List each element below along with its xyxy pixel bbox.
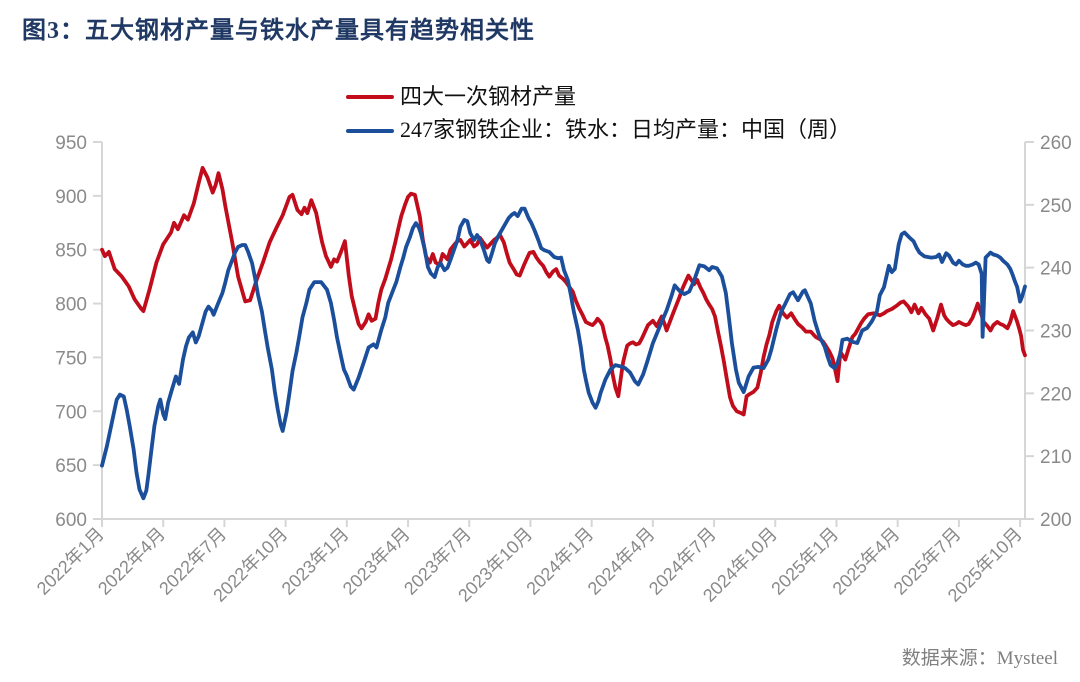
series-line-steel-output [100, 165, 1027, 417]
legend-item-hot-metal: 247家钢铁企业：铁水：日均产量：中国（周） [346, 117, 851, 143]
figure-title: 图3：五大钢材产量与铁水产量具有趋势相关性 [22, 18, 535, 44]
right-y-tick-label: 200 [1040, 510, 1072, 531]
legend-swatch-blue-line [346, 128, 394, 133]
left-y-tick-label: 900 [55, 187, 87, 208]
left-y-tick-label: 750 [55, 348, 87, 369]
left-y-tick-label: 650 [55, 456, 87, 477]
legend-item-steel-output: 四大一次钢材产量 [346, 84, 851, 110]
right-y-tick-label: 210 [1040, 447, 1072, 468]
left-y-tick-label: 850 [55, 241, 87, 262]
legend-label-steel-output: 四大一次钢材产量 [400, 84, 577, 109]
legend: 四大一次钢材产量 247家钢铁企业：铁水：日均产量：中国（周） [346, 84, 851, 144]
legend-swatch-red-line [346, 95, 394, 100]
right-y-tick-label: 230 [1040, 322, 1072, 343]
right-y-tick-label: 240 [1040, 259, 1072, 280]
legend-label-hot-metal: 247家钢铁企业：铁水：日均产量：中国（周） [400, 117, 852, 143]
source-note: 数据来源：Mysteel [901, 648, 1058, 669]
series-line-hot-metal [100, 206, 1027, 501]
left-y-tick-label: 600 [55, 510, 87, 531]
left-y-tick-label: 700 [55, 402, 87, 423]
left-y-tick-label: 800 [55, 295, 87, 316]
right-y-tick-label: 220 [1040, 384, 1072, 405]
right-y-tick-label: 260 [1040, 133, 1072, 154]
right-y-tick-label: 250 [1040, 196, 1072, 217]
left-y-tick-label: 950 [55, 133, 87, 154]
